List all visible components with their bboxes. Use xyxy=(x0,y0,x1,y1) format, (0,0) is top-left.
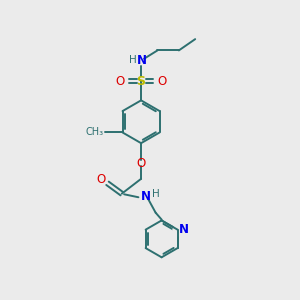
Text: CH₃: CH₃ xyxy=(86,128,104,137)
Text: O: O xyxy=(157,74,167,88)
Text: H: H xyxy=(152,189,160,199)
Text: N: N xyxy=(179,223,189,236)
Text: H: H xyxy=(129,55,136,65)
Text: O: O xyxy=(136,157,146,169)
Text: N: N xyxy=(140,190,151,203)
Text: O: O xyxy=(116,74,125,88)
Text: N: N xyxy=(137,54,147,67)
Text: S: S xyxy=(136,74,146,88)
Text: O: O xyxy=(96,173,106,186)
